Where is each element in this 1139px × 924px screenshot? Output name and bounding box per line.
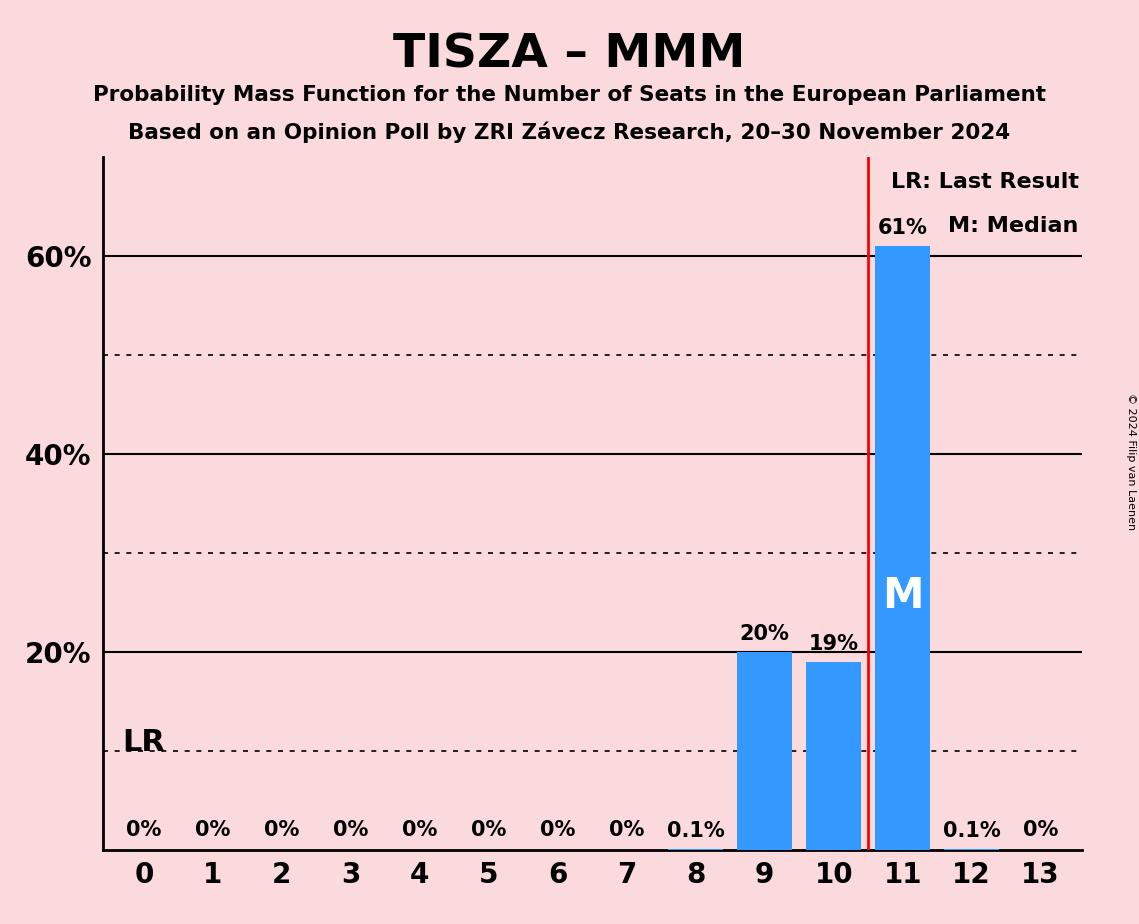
Text: 61%: 61% [878, 218, 927, 238]
Bar [806, 662, 861, 850]
Text: 20%: 20% [740, 624, 789, 644]
Text: TISZA – MMM: TISZA – MMM [393, 32, 746, 78]
Text: 0%: 0% [126, 821, 162, 840]
Text: 0%: 0% [472, 821, 507, 840]
Bar [944, 849, 999, 850]
Text: 0.1%: 0.1% [666, 821, 724, 841]
Text: 0%: 0% [1023, 821, 1058, 840]
Text: 0.1%: 0.1% [943, 821, 1000, 841]
Text: Probability Mass Function for the Number of Seats in the European Parliament: Probability Mass Function for the Number… [93, 85, 1046, 105]
Text: M: Median: M: Median [949, 216, 1079, 237]
Text: 0%: 0% [609, 821, 645, 840]
Text: 0%: 0% [540, 821, 575, 840]
Text: © 2024 Filip van Laenen: © 2024 Filip van Laenen [1126, 394, 1136, 530]
Text: LR: LR [122, 728, 165, 757]
Text: M: M [882, 576, 924, 617]
Text: Based on an Opinion Poll by ZRI Závecz Research, 20–30 November 2024: Based on an Opinion Poll by ZRI Závecz R… [129, 122, 1010, 143]
Bar [875, 246, 931, 850]
Text: 0%: 0% [402, 821, 437, 840]
Text: 0%: 0% [264, 821, 300, 840]
Bar [737, 652, 793, 850]
Text: 0%: 0% [195, 821, 230, 840]
Text: 0%: 0% [333, 821, 369, 840]
Text: LR: Last Result: LR: Last Result [891, 172, 1079, 192]
Bar [669, 849, 723, 850]
Text: 19%: 19% [809, 634, 859, 654]
